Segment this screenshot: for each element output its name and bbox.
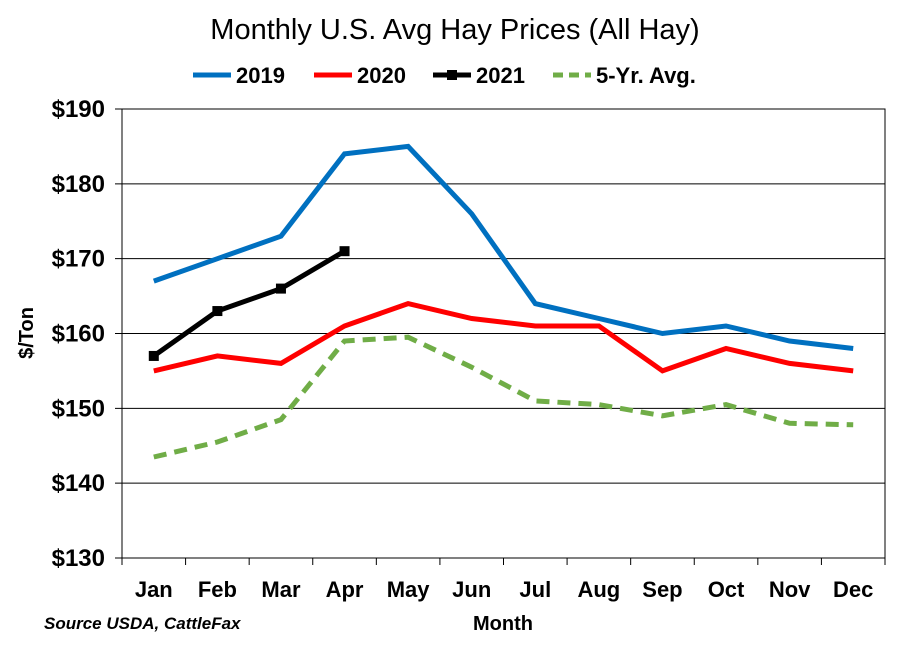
y-axis-label: $/Ton <box>16 307 38 359</box>
x-tick-label: Feb <box>198 577 237 602</box>
x-axis-label: Month <box>473 613 533 635</box>
series-line-2020 <box>153 300 854 374</box>
x-tick-label: Jun <box>452 577 491 602</box>
x-axis-ticks <box>121 558 886 565</box>
gridlines <box>115 108 885 559</box>
y-tick-label: $140 <box>52 470 105 497</box>
x-tick-label: Nov <box>769 577 811 602</box>
x-tick-label: Mar <box>261 577 301 602</box>
x-tick-label: Jul <box>519 577 551 602</box>
data-point-2021 <box>148 350 159 361</box>
legend-label-2019: 2019 <box>236 63 285 88</box>
y-tick-label: $160 <box>52 321 105 348</box>
x-tick-label: May <box>387 577 431 602</box>
x-axis-tick-labels: Jan Feb Mar Apr May Jun Jul Aug Sep Oct Nov Dec <box>135 577 874 602</box>
source-note: Source USDA, CattleFax <box>44 614 242 633</box>
x-tick-label: Apr <box>326 577 364 602</box>
legend-label-2020: 2020 <box>357 63 406 88</box>
x-tick-label: Jan <box>135 577 173 602</box>
y-tick-label: $170 <box>52 246 105 273</box>
data-point-2021 <box>339 246 350 257</box>
x-tick-label: Oct <box>708 577 745 602</box>
data-point-2021 <box>212 306 223 317</box>
y-tick-label: $180 <box>52 171 105 198</box>
legend: 2019 2020 2021 5-Yr. Avg. <box>193 63 696 88</box>
x-tick-label: Aug <box>577 577 620 602</box>
series-layer <box>148 143 854 460</box>
legend-label-5-yr-avg: 5-Yr. Avg. <box>596 63 696 88</box>
series-line-2019 <box>152 143 854 351</box>
x-tick-label: Dec <box>833 577 873 602</box>
legend-label-2021: 2021 <box>476 63 525 88</box>
y-tick-label: $130 <box>52 545 105 572</box>
y-tick-label: $150 <box>52 395 105 422</box>
y-axis-tick-labels: $130 $140 $150 $160 $170 $180 $190 <box>52 96 105 572</box>
chart-title: Monthly U.S. Avg Hay Prices (All Hay) <box>210 14 699 46</box>
data-point-2021 <box>275 283 286 294</box>
series-line-5-yr-avg <box>153 334 854 460</box>
series-line-2021 <box>152 249 346 358</box>
y-tick-label: $190 <box>52 96 105 123</box>
legend-marker-2021 <box>447 70 457 80</box>
x-tick-label: Sep <box>642 577 682 602</box>
